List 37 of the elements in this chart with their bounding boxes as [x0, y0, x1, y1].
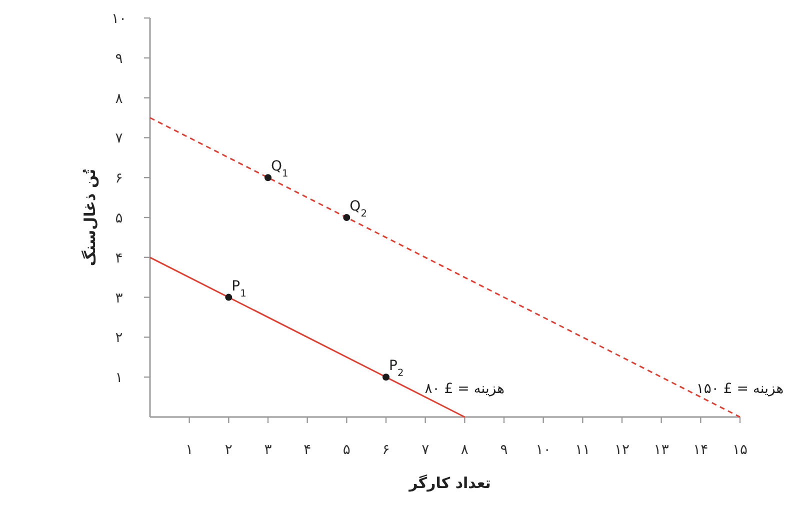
- x-tick-label: ۱۲: [614, 442, 630, 458]
- annotation: هزینه = £ ۱۵۰: [696, 381, 784, 397]
- y-tick-label: ۴: [115, 250, 123, 266]
- point: [225, 294, 232, 301]
- x-tick-label: ۷: [422, 442, 430, 458]
- y-tick-label: ۳: [115, 290, 124, 306]
- y-tick-label: ۵: [115, 210, 123, 226]
- x-axis-title: تعداد کارگر: [408, 474, 491, 492]
- y-tick-label: ۷: [115, 130, 124, 147]
- point: [343, 214, 350, 221]
- point: [264, 174, 272, 182]
- y-tick-label: ۲: [115, 330, 123, 346]
- x-tick-label: ۱۵: [732, 442, 748, 458]
- annotation: P$_{2}$: [389, 358, 404, 379]
- x-tick-label: ۶: [382, 442, 390, 458]
- annotation: P$_{1}$: [232, 278, 246, 299]
- x-tick-label: ۹: [500, 442, 508, 458]
- point: [382, 374, 390, 381]
- y-tick-label: ۱۰: [111, 11, 127, 27]
- annotation: Q$_{2}$: [350, 198, 367, 219]
- x-tick-label: ۳: [264, 442, 272, 458]
- x-tick-label: ۱۳: [654, 442, 670, 458]
- x-tick-label: ۱۰: [536, 442, 551, 458]
- annotation: Q$_{1}$: [271, 158, 288, 180]
- x-tick-label: ۱۱: [575, 442, 590, 458]
- y-tick-label: ۶: [115, 170, 123, 187]
- x-tick-label: ۱: [186, 442, 194, 458]
- x-tick-label: ۱۴: [693, 442, 708, 458]
- x-tick-label: ۵: [342, 442, 350, 458]
- y-tick-label: ۱: [115, 370, 123, 386]
- x-tick-label: ۲: [224, 442, 232, 458]
- x-tick-label: ۸: [460, 442, 469, 458]
- y-tick-label: ۸: [115, 90, 124, 107]
- y-axis-title: تُن ذغال‌سنگ: [81, 168, 99, 266]
- y-tick-label: ۹: [115, 50, 123, 67]
- x-tick-label: ۴: [304, 442, 312, 458]
- annotation: هزینه = £ ۸۰: [424, 381, 505, 397]
